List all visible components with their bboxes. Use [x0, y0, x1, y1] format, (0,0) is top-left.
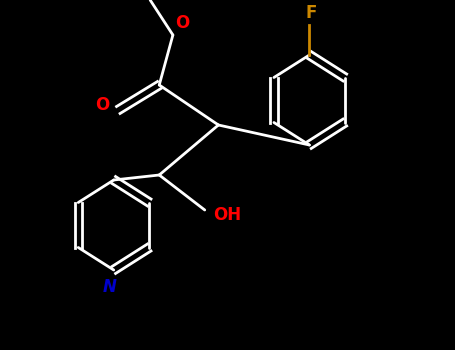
Text: N: N	[102, 279, 116, 296]
Text: O: O	[95, 96, 110, 114]
Text: F: F	[306, 4, 318, 21]
Text: OH: OH	[213, 206, 242, 224]
Text: O: O	[175, 14, 189, 32]
